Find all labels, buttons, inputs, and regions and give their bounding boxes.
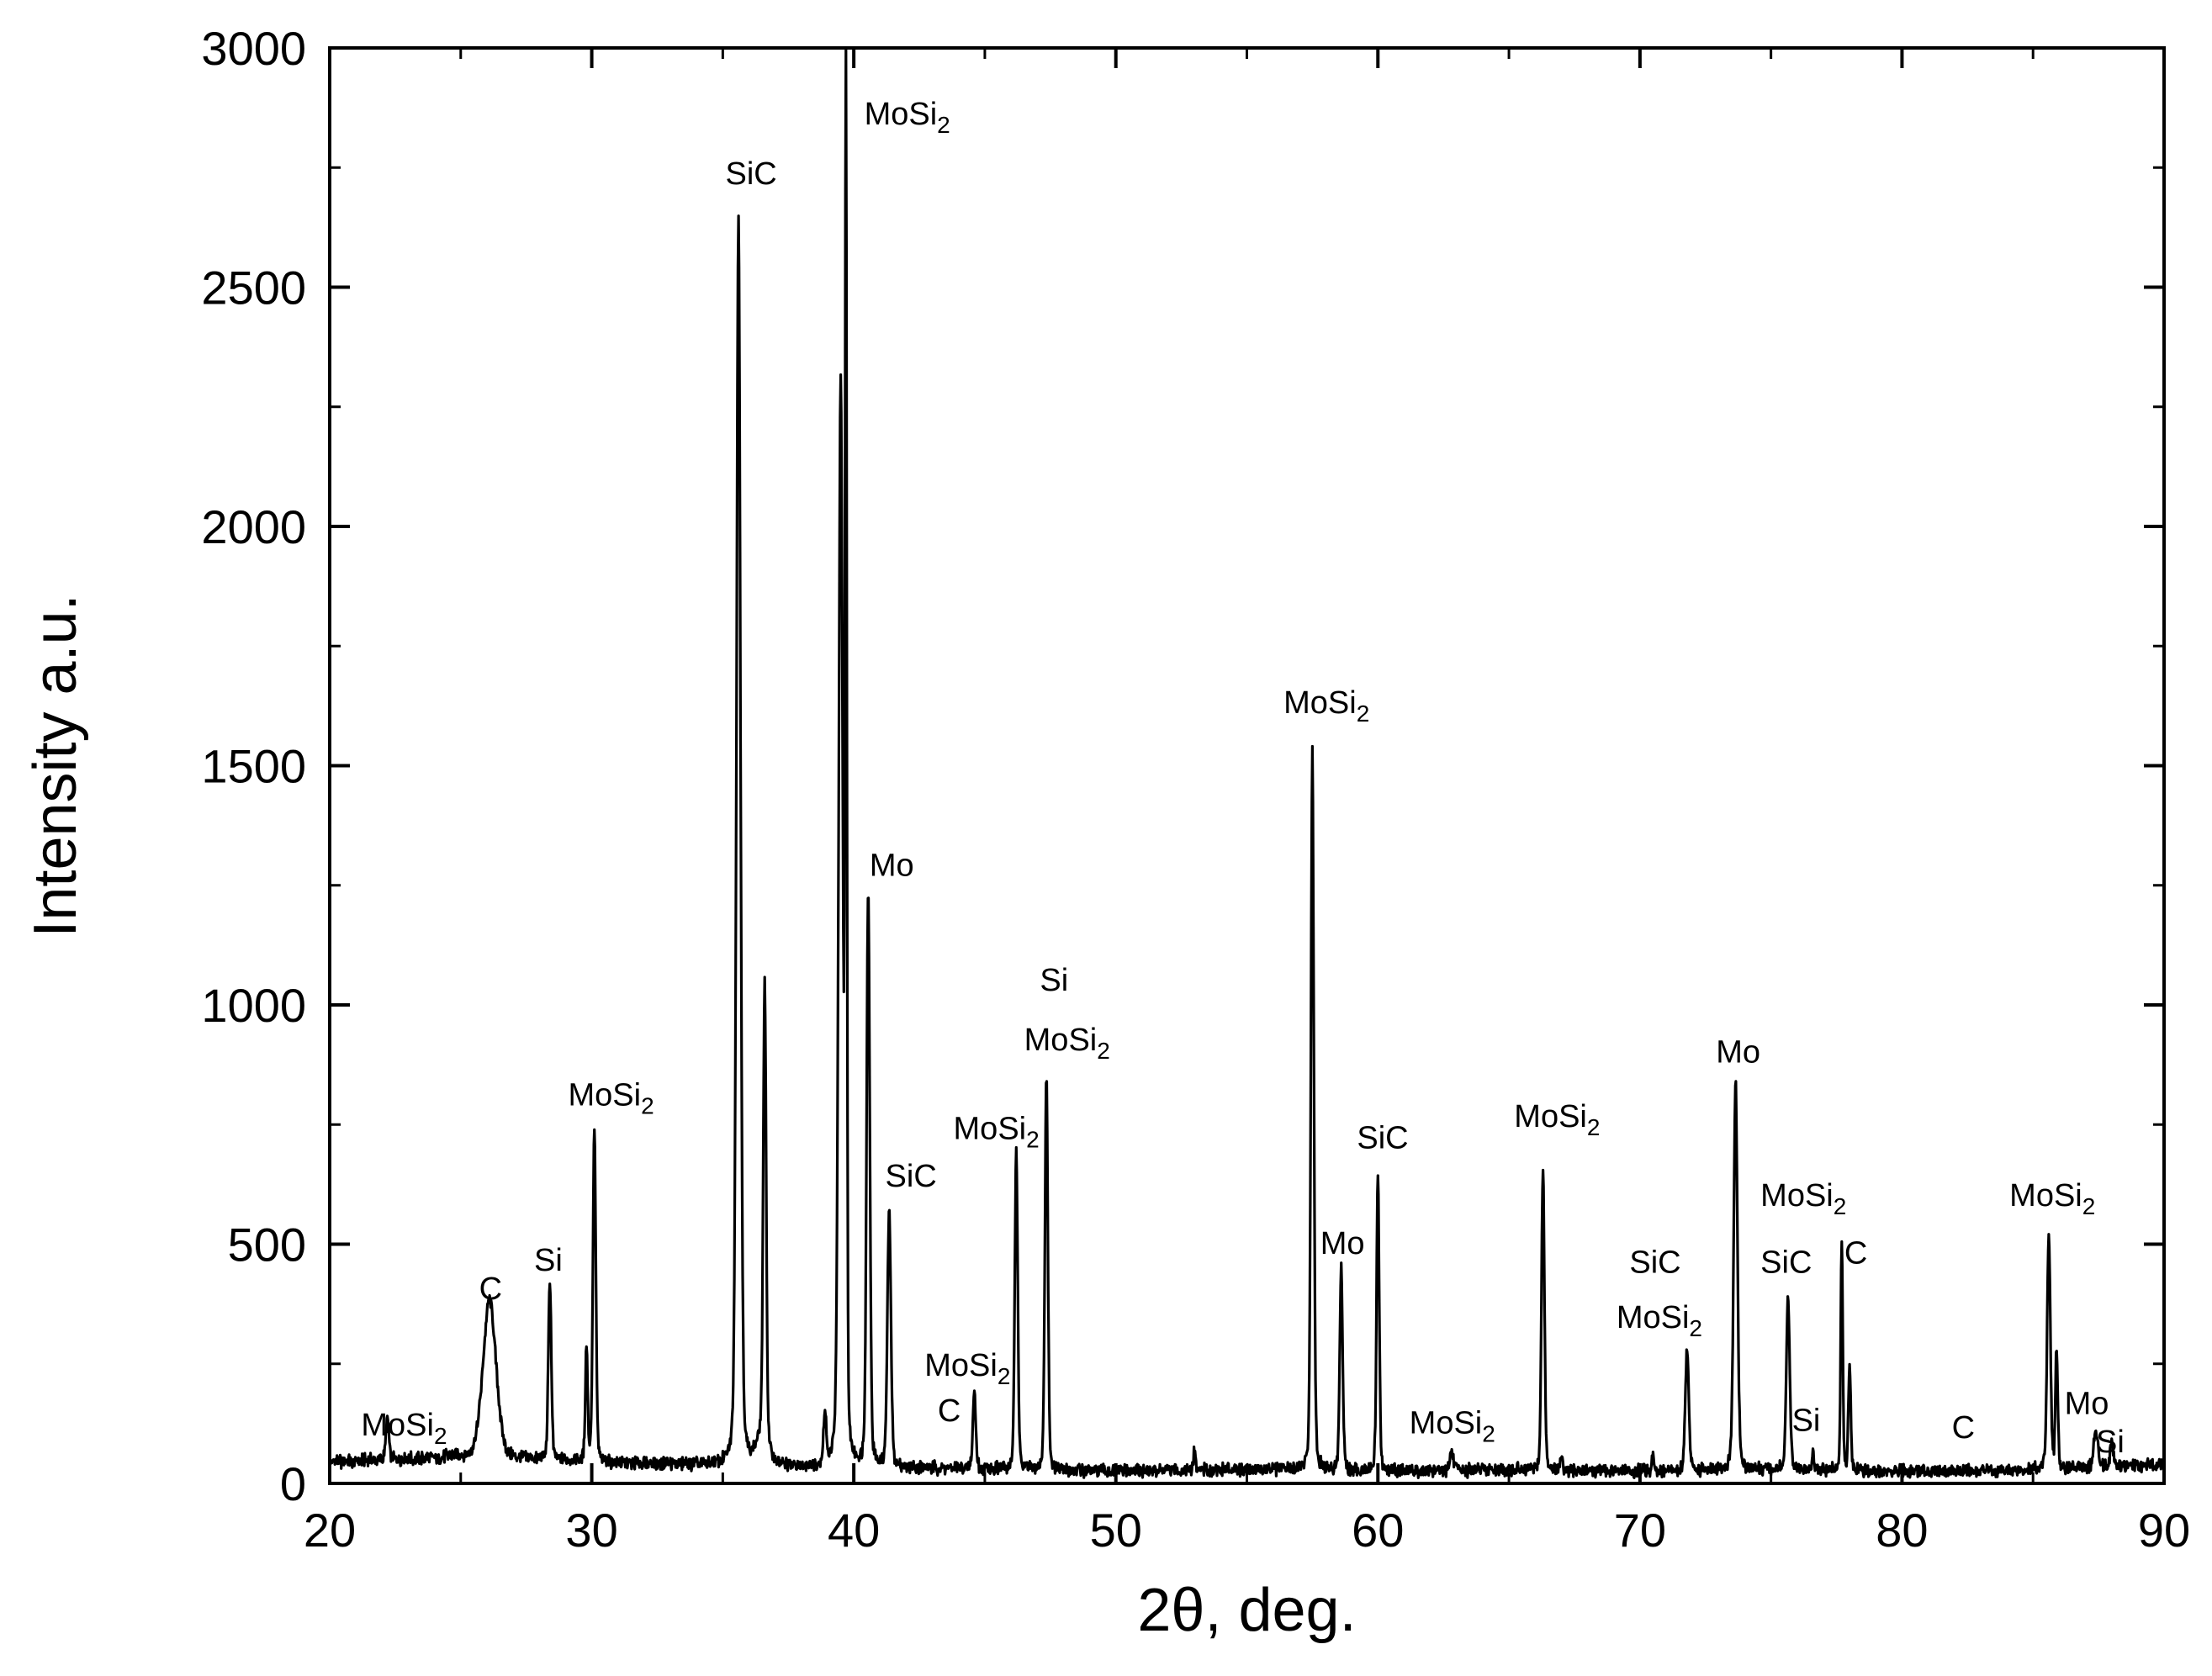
peak-label: MoSi2 — [361, 1408, 447, 1449]
peak-label: Mo — [2065, 1386, 2109, 1421]
peak-label: SiC — [1760, 1245, 1812, 1281]
y-tick-label: 2000 — [201, 500, 306, 553]
peak-label: C — [938, 1393, 960, 1429]
peak-label: MoSi2 — [1514, 1099, 1600, 1140]
peak-label: SiC — [725, 156, 776, 192]
peak-label: MoSi2 — [924, 1348, 1010, 1389]
diffraction-pattern-line — [328, 46, 2166, 1479]
peak-label: Si — [1040, 963, 1068, 998]
peak-label: MoSi2 — [1760, 1178, 1846, 1219]
peak-label: MoSi2 — [954, 1111, 1040, 1152]
y-tick-label: 1000 — [201, 979, 306, 1032]
y-tick-label: 3000 — [201, 22, 306, 75]
x-axis-title: 2θ, deg. — [1137, 1577, 1356, 1644]
peak-label: C — [479, 1272, 502, 1307]
peak-label: C — [1844, 1235, 1867, 1271]
x-tick-label: 70 — [1614, 1504, 1666, 1557]
peak-label: MoSi2 — [2009, 1178, 2095, 1219]
x-tick-label: 50 — [1090, 1504, 1142, 1557]
peak-label: MoSi2 — [1024, 1023, 1110, 1064]
peak-label: MoSi2 — [865, 97, 950, 138]
peak-label: Mo — [1716, 1034, 1760, 1070]
peak-label: MoSi2 — [1410, 1405, 1495, 1446]
peak-label: Si — [2096, 1425, 2125, 1460]
peak-label: Mo — [870, 848, 914, 883]
x-tick-label: 30 — [565, 1504, 617, 1557]
peak-label: MoSi2 — [1617, 1300, 1702, 1341]
peak-label: Si — [534, 1243, 563, 1278]
peak-label: SiC — [886, 1159, 937, 1194]
peak-label: Mo — [1320, 1226, 1365, 1261]
x-tick-label: 60 — [1352, 1504, 1404, 1557]
peak-label: Si — [1792, 1403, 1821, 1438]
y-tick-label: 2500 — [201, 262, 306, 315]
x-tick-label: 20 — [304, 1504, 356, 1557]
peak-label: SiC — [1357, 1121, 1408, 1156]
y-tick-label: 0 — [280, 1457, 306, 1510]
x-tick-label: 90 — [2138, 1504, 2190, 1557]
peak-label: SiC — [1629, 1245, 1680, 1281]
y-axis-title: Intensity a.u. — [22, 594, 89, 937]
y-tick-label: 1500 — [201, 740, 306, 793]
peak-label: MoSi2 — [569, 1077, 654, 1118]
x-tick-label: 80 — [1876, 1504, 1928, 1557]
peak-label: MoSi2 — [1283, 685, 1369, 727]
x-tick-label: 40 — [828, 1504, 880, 1557]
plot-frame — [328, 46, 2166, 1485]
peak-label: C — [1952, 1410, 1975, 1446]
y-tick-label: 500 — [228, 1219, 306, 1272]
